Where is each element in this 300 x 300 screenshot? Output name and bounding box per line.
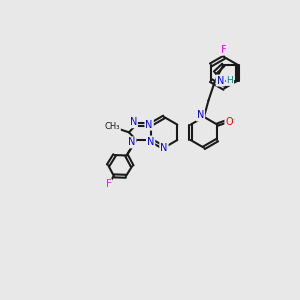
Text: N: N (197, 110, 204, 120)
Text: CH₃: CH₃ (105, 122, 120, 131)
Text: N: N (217, 76, 224, 85)
Text: N: N (128, 137, 135, 147)
Text: F: F (106, 179, 111, 189)
Text: F: F (221, 45, 227, 55)
Text: N: N (130, 117, 137, 127)
Text: O: O (225, 117, 233, 127)
Text: N: N (160, 143, 168, 153)
Text: H: H (226, 76, 233, 85)
Text: N: N (147, 136, 154, 146)
Text: N: N (146, 120, 153, 130)
